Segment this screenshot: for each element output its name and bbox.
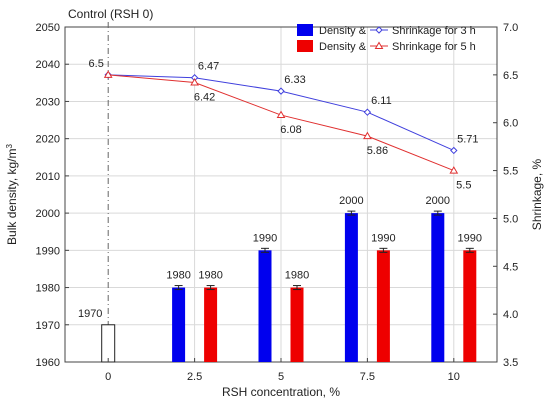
line-value-label: 6.47 bbox=[198, 61, 219, 73]
line-point-marker bbox=[363, 131, 372, 140]
line-point-marker bbox=[363, 108, 372, 116]
legend-marker-triangle bbox=[374, 41, 384, 49]
control-annotation: Control (RSH 0) bbox=[68, 7, 153, 21]
bar-series-2 bbox=[376, 250, 390, 362]
bar-series-2 bbox=[204, 287, 218, 362]
line-value-label: 6.08 bbox=[280, 124, 301, 136]
y-right-tick-label: 6.5 bbox=[503, 70, 518, 82]
axis-ticks: 1960 1970 1980 1990 2000 2010 2020 2030 2040 2050… bbox=[36, 22, 519, 383]
bar-value-label: 1980 bbox=[285, 270, 309, 282]
chart-marks: 1970 1980 1990 2000 2000 1980 1980 1990 1990 6.5 6… bbox=[78, 58, 482, 363]
y-right-tick-label: 3.5 bbox=[503, 357, 518, 369]
bar-series-2 bbox=[463, 250, 477, 362]
y-left-tick-label: 2020 bbox=[36, 134, 60, 146]
bar-series-1 bbox=[172, 287, 186, 362]
legend-label-bar-1: Density & bbox=[319, 25, 367, 37]
line-point-marker bbox=[103, 70, 113, 78]
y-left-tick-label: 2050 bbox=[36, 22, 60, 34]
bar-control bbox=[101, 324, 116, 363]
bar-series-1 bbox=[258, 250, 272, 362]
legend-marker-diamond bbox=[375, 26, 383, 34]
legend-swatch-bar-2 bbox=[297, 40, 313, 52]
legend-label-line-1: Shrinkage for 3 h bbox=[392, 25, 476, 37]
y-right-tick-label: 7.0 bbox=[503, 22, 518, 34]
line-value-label: 5.86 bbox=[367, 145, 388, 157]
y-left-tick-label: 2040 bbox=[36, 59, 60, 71]
bar-value-label: 1990 bbox=[458, 232, 482, 244]
legend: Density & Density & Shrinkage for 3 h Shrin… bbox=[297, 24, 476, 53]
y-right-tick-label: 4.5 bbox=[503, 261, 518, 273]
y-left-tick-label: 1970 bbox=[36, 320, 60, 332]
x-tick-label: 10 bbox=[448, 371, 460, 383]
line-point-marker bbox=[190, 78, 199, 86]
bar-value-label: 1980 bbox=[166, 270, 190, 282]
bar-control-label: 1970 bbox=[78, 308, 102, 320]
line-point-marker bbox=[449, 166, 459, 174]
y-axis-left-title: Bulk density, kg/m3 bbox=[5, 143, 20, 244]
bar-value-label: 2000 bbox=[339, 195, 363, 207]
legend-label-line-2: Shrinkage for 5 h bbox=[392, 41, 476, 53]
y-axis-left-title-main: Bulk density, kg/m bbox=[5, 148, 19, 244]
line-value-label: 5.71 bbox=[457, 133, 478, 145]
bar-series-1 bbox=[431, 213, 445, 362]
line-value-label: 6.11 bbox=[371, 95, 392, 107]
line-point-marker bbox=[276, 110, 286, 119]
x-tick-label: 5 bbox=[278, 371, 284, 383]
y-right-tick-label: 5.0 bbox=[503, 213, 518, 225]
legend-label-bar-2: Density & bbox=[319, 41, 367, 53]
y-left-tick-label: 1990 bbox=[36, 245, 60, 257]
y-left-tick-label: 1960 bbox=[36, 357, 60, 369]
x-tick-label: 2.5 bbox=[187, 371, 202, 383]
y-axis-left-title-unit-sup: 3 bbox=[5, 143, 14, 148]
bar-value-label: 1990 bbox=[253, 232, 277, 244]
y-right-tick-label: 4.0 bbox=[503, 309, 518, 321]
x-tick-label: 0 bbox=[105, 371, 111, 383]
y-right-tick-label: 5.5 bbox=[503, 166, 518, 178]
line-point-marker bbox=[450, 146, 458, 155]
bar-value-label: 1980 bbox=[198, 270, 222, 282]
y-left-tick-label: 1980 bbox=[36, 283, 60, 295]
bar-value-label: 1990 bbox=[371, 232, 395, 244]
y-left-tick-label: 2000 bbox=[36, 208, 60, 220]
line-value-label: 6.33 bbox=[284, 74, 305, 86]
bar-series-2 bbox=[290, 287, 304, 362]
y-axis-right-title: Shrinkage, % bbox=[530, 158, 544, 230]
bar-series-1 bbox=[344, 213, 358, 362]
line-value-label: 6.42 bbox=[194, 92, 215, 104]
y-left-tick-label: 2010 bbox=[36, 171, 60, 183]
y-left-tick-label: 2030 bbox=[36, 96, 60, 108]
x-axis-title: RSH concentration, % bbox=[222, 385, 340, 399]
legend-swatch-bar-1 bbox=[297, 24, 313, 36]
line-value-label: 6.5 bbox=[89, 58, 104, 70]
y-right-tick-label: 6.0 bbox=[503, 118, 518, 130]
line-point-marker bbox=[277, 87, 285, 95]
line-value-label: 5.5 bbox=[456, 180, 471, 192]
x-tick-label: 7.5 bbox=[360, 371, 375, 383]
bar-value-label: 2000 bbox=[426, 195, 450, 207]
